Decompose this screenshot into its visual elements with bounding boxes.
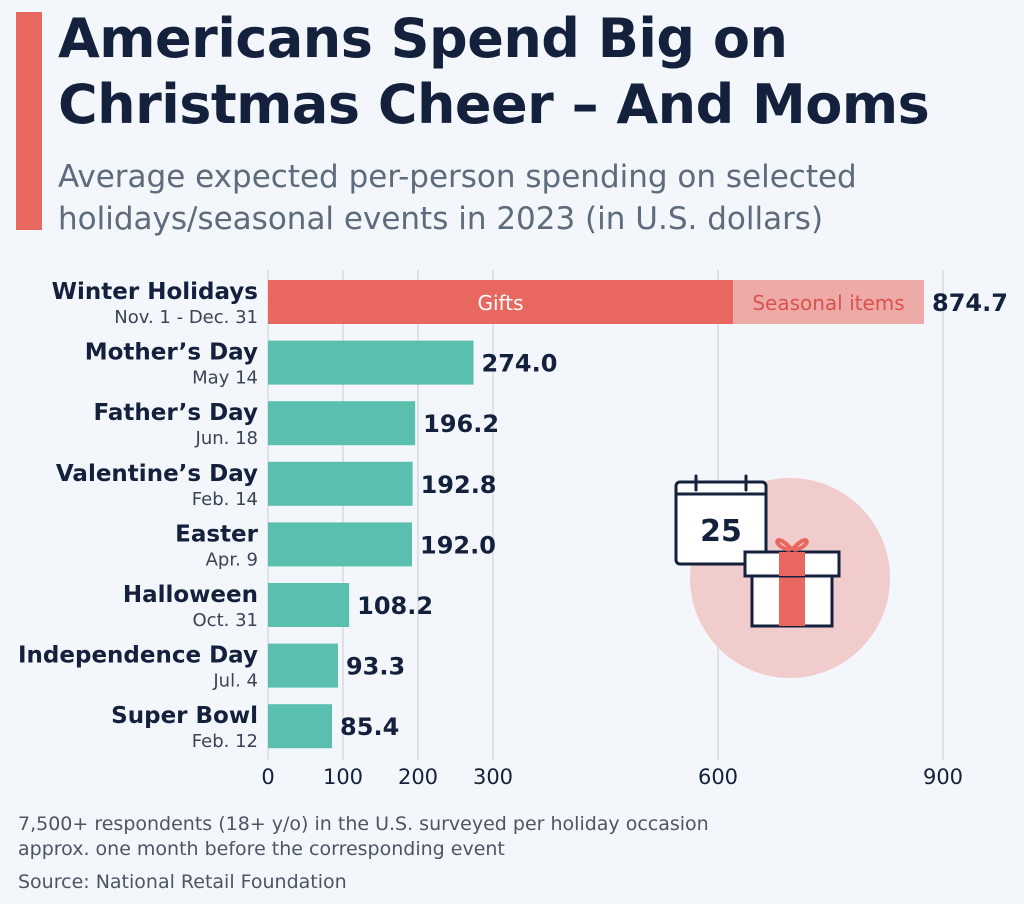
category-date-label: May 14 <box>192 368 258 389</box>
category-label: Father’s Day <box>94 400 259 426</box>
source-note: Source: National Retail Foundation <box>18 871 347 893</box>
category-date-label: Jul. 4 <box>212 671 258 692</box>
x-tick-label: 200 <box>398 765 438 789</box>
category-label: Winter Holidays <box>52 279 258 305</box>
x-tick-label: 0 <box>261 765 274 789</box>
bar-value-label: 274.0 <box>482 350 558 378</box>
calendar-gift-icon: 25 <box>674 474 890 678</box>
footnote-line-2: approx. one month before the correspondi… <box>18 838 505 860</box>
bar-segment-seasonal <box>733 280 925 324</box>
category-date-label: Jun. 18 <box>195 428 258 449</box>
bar-value-label: 874.7 <box>932 289 1008 317</box>
footnote-line-1: 7,500+ respondents (18+ y/o) in the U.S.… <box>18 813 709 835</box>
category-date-label: Nov. 1 - Dec. 31 <box>114 307 258 328</box>
footnote: 7,500+ respondents (18+ y/o) in the U.S.… <box>18 812 918 895</box>
x-tick-label: 100 <box>323 765 363 789</box>
category-label: Mother’s Day <box>85 340 258 366</box>
segment-label-gifts: Gifts <box>477 291 523 315</box>
gift-ribbon <box>779 574 805 626</box>
category-date-label: Feb. 14 <box>192 489 258 510</box>
gift-lid-ribbon <box>779 552 805 576</box>
title-accent-bar <box>16 12 42 230</box>
category-date-label: Apr. 9 <box>206 549 258 570</box>
calendar-day: 25 <box>700 514 742 549</box>
bar-chart: Gifts Seasonal items 874.7 274.0 196.2 192.8 1… <box>18 270 1008 789</box>
segment-label-seasonal: Seasonal items <box>752 291 904 315</box>
chart-title: Americans Spend Big on Christmas Cheer –… <box>58 7 930 136</box>
bar <box>268 704 333 749</box>
x-tick-label: 600 <box>698 765 738 789</box>
bar-value-label: 85.4 <box>340 713 399 741</box>
category-label: Valentine’s Day <box>56 461 258 487</box>
chart-subtitle: Average expected per-person spending on … <box>58 159 857 237</box>
bar-segment-gifts <box>268 280 733 324</box>
category-label: Independence Day <box>18 643 258 669</box>
x-axis-ticks: 0 100 200 300 600 900 <box>261 765 963 789</box>
category-label: Super Bowl <box>111 703 258 729</box>
bar <box>268 461 413 506</box>
bar <box>268 401 416 446</box>
bar-value-label: 93.3 <box>346 653 405 681</box>
bar <box>268 522 412 567</box>
category-date-label: Feb. 12 <box>192 731 258 752</box>
bars: Gifts Seasonal items 874.7 274.0 196.2 192.8 1… <box>268 280 1008 749</box>
x-tick-label: 300 <box>473 765 513 789</box>
x-tick-label: 900 <box>923 765 963 789</box>
bar-value-label: 192.8 <box>421 471 497 499</box>
bar <box>268 643 338 688</box>
category-date-label: Oct. 31 <box>193 610 258 631</box>
bar <box>268 340 474 385</box>
bar <box>268 583 350 627</box>
bar-value-label: 192.0 <box>420 531 496 559</box>
bar-value-label: 108.2 <box>357 592 433 620</box>
calendar-icon <box>674 480 768 566</box>
category-label: Halloween <box>123 582 258 608</box>
category-label: Easter <box>175 521 259 547</box>
gift-bow-icon <box>775 538 809 552</box>
bar-value-label: 196.2 <box>423 410 499 438</box>
